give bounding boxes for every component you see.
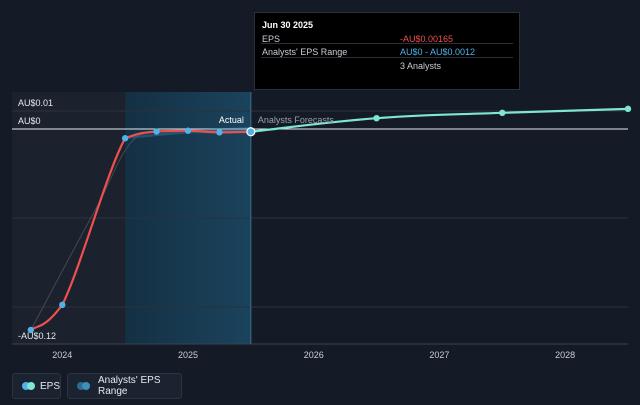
x-tick-label: 2027: [429, 350, 449, 360]
y-tick-label: AU$0.01: [18, 98, 53, 108]
forecast-point: [624, 105, 632, 113]
tooltip-eps-value: -AU$0.00165: [400, 34, 454, 44]
tooltip-analysts-count: 3 Analysts: [400, 61, 442, 71]
tooltip-row-range: Analysts' EPS Range AU$0 - AU$0.0012: [262, 47, 513, 59]
tooltip-row-analysts: 3 Analysts: [262, 61, 513, 73]
tooltip-divider: [261, 57, 513, 58]
x-tick-label: 2024: [52, 350, 72, 360]
y-tick-label: -AU$0.12: [18, 331, 56, 341]
y-tick-label: AU$0: [18, 116, 41, 126]
forecast-point: [373, 115, 380, 122]
forecast-region-label: Analysts Forecasts: [258, 115, 335, 125]
tooltip-range-value: AU$0 - AU$0.0012: [400, 47, 476, 57]
eps-point: [153, 128, 160, 135]
tooltip: Jun 30 2025 EPS -AU$0.00165 Analysts' EP…: [254, 12, 520, 90]
tooltip-divider: [261, 43, 513, 44]
eps-point: [59, 301, 66, 309]
eps-point: [184, 127, 192, 134]
eps-legend-icon: [22, 382, 35, 390]
eps-point: [121, 135, 129, 142]
tooltip-eps-label: EPS: [262, 34, 281, 44]
legend-range-button[interactable]: Analysts' EPS Range: [67, 373, 182, 399]
actual-region-label: Actual: [219, 115, 244, 125]
eps-point: [246, 127, 256, 137]
tooltip-range-label: Analysts' EPS Range: [262, 47, 348, 57]
legend-range-label: Analysts' EPS Range: [98, 375, 161, 397]
x-tick-label: 2026: [304, 350, 324, 360]
x-tick-label: 2025: [178, 350, 198, 360]
x-tick-label: 2028: [555, 350, 575, 360]
eps-forecast-line: [250, 107, 629, 133]
tooltip-row-eps: EPS -AU$0.00165: [262, 34, 513, 46]
tooltip-date: Jun 30 2025: [262, 20, 314, 30]
range-legend-icon: [77, 382, 91, 390]
legend-eps-button[interactable]: EPS: [12, 373, 61, 399]
legend-eps-label: EPS: [39, 380, 60, 392]
eps-point: [27, 326, 35, 334]
eps-point: [216, 129, 223, 136]
forecast-point: [499, 109, 506, 117]
